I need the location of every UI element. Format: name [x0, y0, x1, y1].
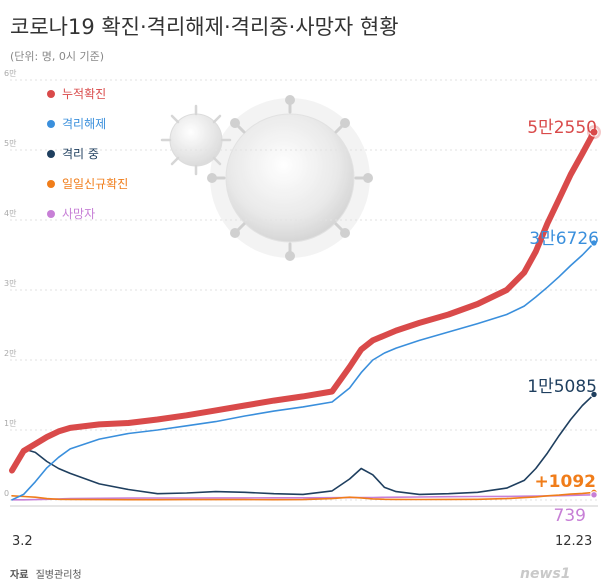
- legend-swatch-3: [47, 180, 55, 188]
- legend-label-2: 격리 중: [62, 147, 99, 161]
- legend-swatch-1: [47, 120, 55, 128]
- end-marker-0: [589, 127, 599, 137]
- chart-subtitle: (단위: 명, 0시 기준): [10, 50, 104, 63]
- x-tick-end: 12.23: [555, 534, 592, 549]
- news1-logo: news1: [520, 566, 570, 582]
- series-line-3: [11, 491, 595, 501]
- end-marker-2: [590, 390, 598, 399]
- legend-label-1: 격리해제: [62, 117, 106, 131]
- legend-swatch-0: [47, 90, 55, 98]
- series-line-2: [11, 393, 595, 496]
- legend-label-4: 사망자: [62, 207, 95, 221]
- y-tick-label: 4만: [4, 209, 17, 218]
- x-tick-start: 3.2: [12, 534, 33, 549]
- series-layer: [9, 125, 601, 501]
- source-label: 자료: [10, 568, 28, 581]
- end-label-1: 3만6726: [529, 229, 599, 249]
- series-line-0: [9, 129, 597, 474]
- y-tick-label: 2만: [4, 349, 17, 358]
- series-line-1: [11, 242, 595, 501]
- end-label-2: 1만5085: [527, 377, 597, 397]
- y-tick-label: 6만: [4, 69, 17, 78]
- source-name: 질병관리청: [36, 569, 82, 581]
- virus-illustration-icon: [160, 95, 373, 261]
- legend-label-0: 누적확진: [62, 87, 106, 101]
- end-label-0: 5만2550: [527, 118, 597, 138]
- end-label-4: 739: [554, 506, 586, 526]
- chart-title: 코로나19 확진·격리해제·격리중·사망자 현황: [10, 15, 399, 39]
- y-tick-label: 5만: [4, 139, 17, 148]
- end-marker-4: [590, 491, 598, 499]
- end-labels: 5만2550 3만6726 1만5085 +1092 739: [527, 118, 599, 526]
- y-tick-label: 1만: [4, 419, 17, 428]
- end-label-3: +1092: [534, 472, 596, 492]
- end-marker-1: [590, 239, 598, 247]
- y-axis-ticks: 0 1만 2만 3만 4만 5만 6만: [4, 69, 17, 498]
- legend-swatch-4: [47, 210, 55, 218]
- source-text: 자료 질병관리청: [10, 568, 82, 581]
- legend-swatch-2: [47, 150, 55, 158]
- legend-label-3: 일일신규확진: [62, 177, 128, 191]
- y-tick-label: 3만: [4, 279, 17, 288]
- y-tick-label: 0: [4, 489, 9, 498]
